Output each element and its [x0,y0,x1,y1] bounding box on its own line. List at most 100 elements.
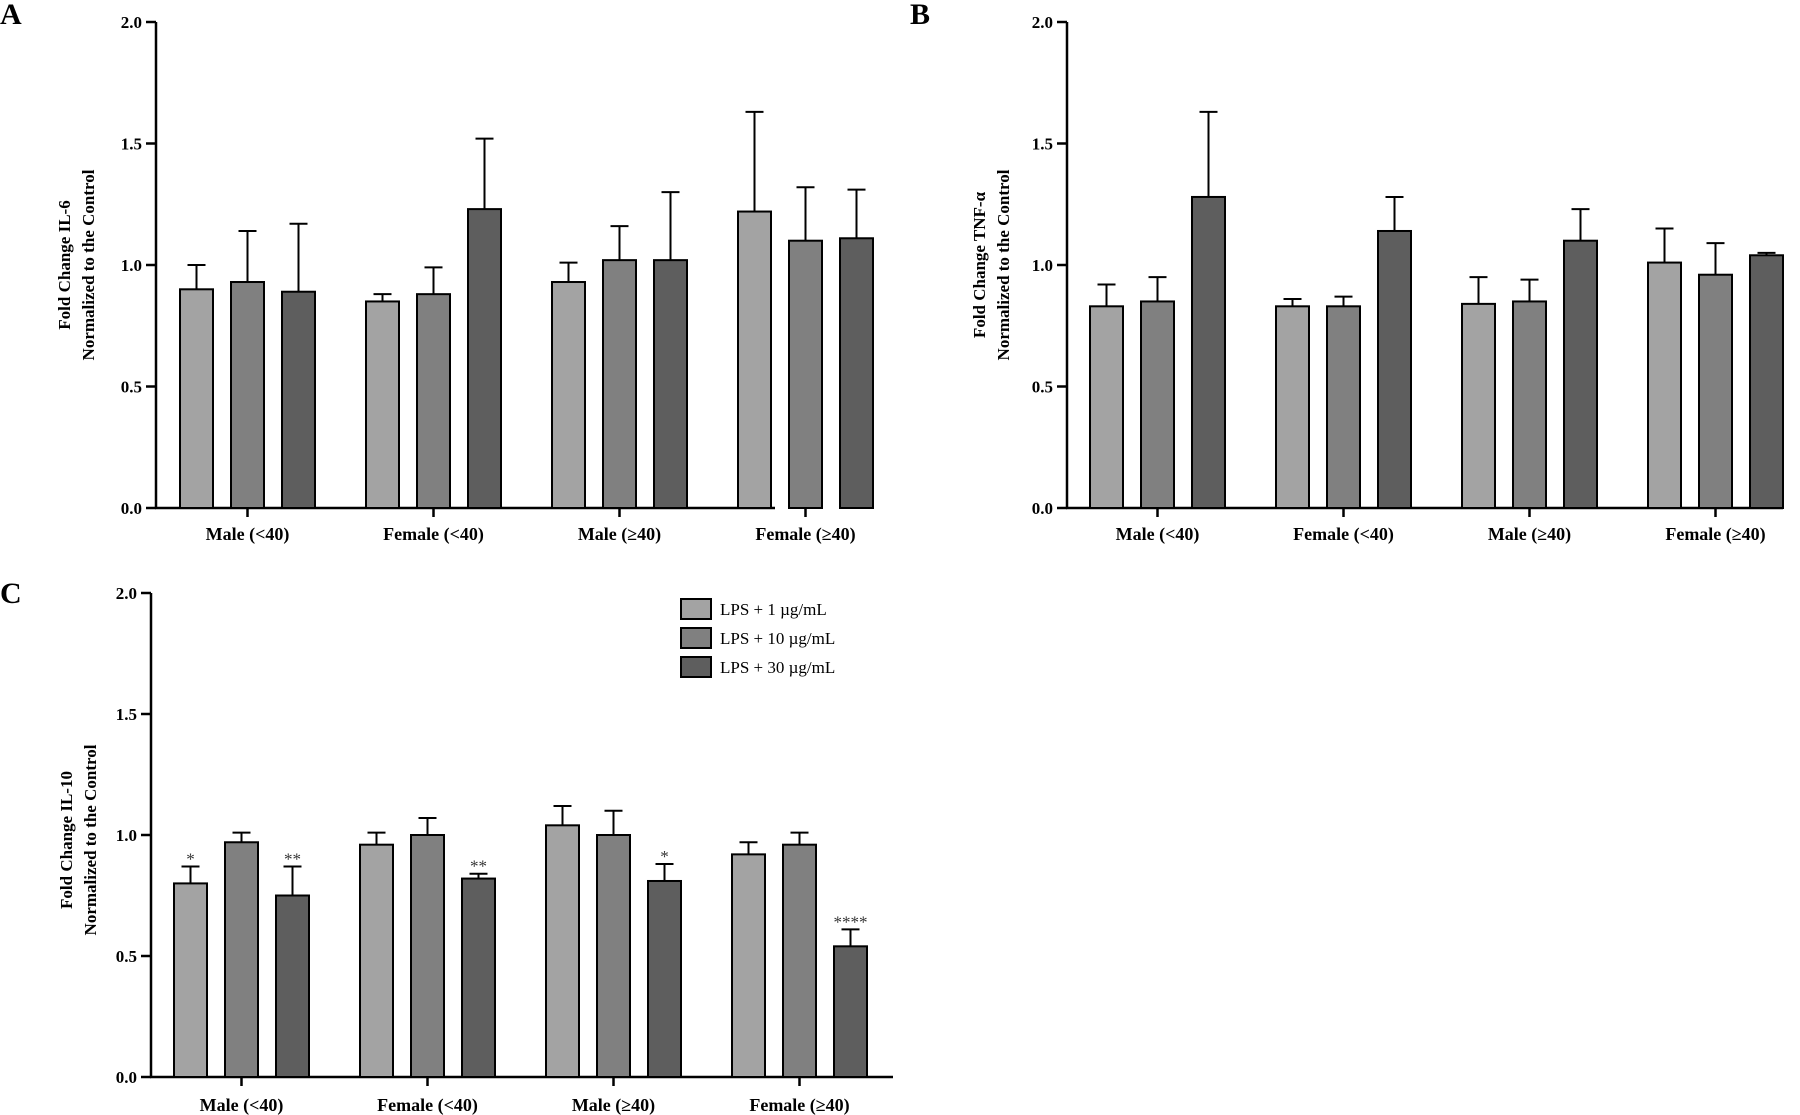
legend-label: LPS + 10 µg/mL [720,629,835,648]
bar [1275,305,1310,509]
x-category-label: Male (≥40) [578,524,661,545]
y-tick-label: 0.0 [121,499,142,518]
bar [1461,302,1496,509]
y-tick-label: 1.0 [116,826,137,845]
bar-group [1647,227,1784,509]
y-tick-label: 1.0 [121,256,142,275]
bar [737,210,772,509]
x-category-label: Female (<40) [383,524,484,545]
legend-item: LPS + 1 µg/mL [680,598,827,620]
y-axis-title-line: Normalized to the Control [994,169,1013,360]
chart-panel-b: B Fold Change TNF-α Normalized to the Cont… [910,0,1784,545]
x-category-label: Female (<40) [377,1095,478,1115]
y-axis-title-line: Fold Change IL-10 [57,771,76,909]
bar [1512,300,1547,510]
x-category-label: Male (≥40) [572,1095,655,1115]
x-category-label: Female (≥40) [1665,524,1765,545]
bar-group [737,110,874,510]
bar [1377,229,1412,509]
legend-item: LPS + 30 µg/mL [680,656,835,678]
x-category-label: Male (<40) [200,1095,284,1115]
y-tick-label: 1.5 [116,705,137,724]
legend-swatch [680,627,712,649]
bar-group: * ** [173,831,310,1079]
bar-group: * [545,804,682,1078]
bar [782,843,817,1078]
bar-group: ** [359,817,496,1078]
y-axis-title-line: Fold Change IL-6 [55,200,74,329]
significance-label: * [186,849,195,868]
legend-label: LPS + 30 µg/mL [720,658,835,677]
bar [1326,305,1361,509]
bar [1140,300,1175,510]
y-tick-label: 0.5 [121,378,142,397]
bar [179,288,214,509]
bar [416,293,451,509]
y-tick-label: 1.5 [121,135,142,154]
panel-letter: B [910,0,930,31]
significance-label: * [660,847,669,866]
bar [281,290,316,510]
bar-group [1089,110,1226,510]
bar [647,879,682,1078]
y-axis-title: Fold Change TNF-α Normalized to the Contr… [970,169,1013,360]
significance-label: **** [834,912,868,931]
legend-swatch [680,598,712,620]
legend-label: LPS + 1 µg/mL [720,600,827,619]
y-axis-title-line: Fold Change TNF-α [970,191,989,338]
bar-group: **** [731,831,868,1078]
x-category-label: Male (<40) [206,524,290,545]
legend: LPS + 1 µg/mL LPS + 10 µg/mL LPS + 30 µg/m… [680,598,835,678]
x-category-label: Female (<40) [1293,524,1394,545]
panel-letter: A [0,0,22,31]
bar-group [179,222,316,510]
bar [1563,239,1598,509]
bar [365,300,400,510]
bar [467,208,502,510]
y-axis-title-line: Normalized to the Control [81,744,100,935]
x-category-label: Female (≥40) [749,1095,849,1115]
significance-label: ** [284,849,301,868]
bar [551,281,586,510]
bar [173,882,208,1079]
y-tick-label: 1.5 [1032,135,1053,154]
bar [788,239,823,509]
y-axis-title-line: Normalized to the Control [79,169,98,360]
y-tick-label: 0.5 [1032,378,1053,397]
bar [224,841,259,1079]
legend-item: LPS + 10 µg/mL [680,627,835,649]
chart-panel-a: A Fold Change IL-6 Normalized to the Contr… [0,0,874,545]
y-tick-label: 0.0 [1032,499,1053,518]
bar-group [365,137,502,510]
bar [839,237,874,510]
bar [653,259,688,510]
bar [602,259,637,510]
bar-group [551,191,688,510]
bar [1191,195,1226,510]
significance-label: ** [470,857,487,876]
x-category-label: Male (<40) [1116,524,1200,545]
panel-letter: C [0,577,22,610]
y-tick-label: 2.0 [121,13,142,32]
x-category-label: Female (≥40) [755,524,855,545]
bar [596,834,631,1078]
bar-group [1275,195,1412,509]
bar [731,853,766,1078]
chart-panel-c: C Fold Change IL-10 Normalized to the Cont… [0,577,893,1115]
bar [230,281,265,510]
bar [545,824,580,1078]
y-axis-title: Fold Change IL-10 Normalized to the Contr… [57,744,100,935]
y-tick-label: 2.0 [116,584,137,603]
bar [461,877,496,1078]
y-tick-label: 2.0 [1032,13,1053,32]
legend-swatch [680,656,712,678]
y-axis-title: Fold Change IL-6 Normalized to the Contro… [55,169,98,360]
y-tick-label: 1.0 [1032,256,1053,275]
bar [833,945,868,1078]
bar [1089,305,1124,509]
x-category-label: Male (≥40) [1488,524,1571,545]
bar [1647,261,1682,509]
y-tick-label: 0.0 [116,1068,137,1087]
